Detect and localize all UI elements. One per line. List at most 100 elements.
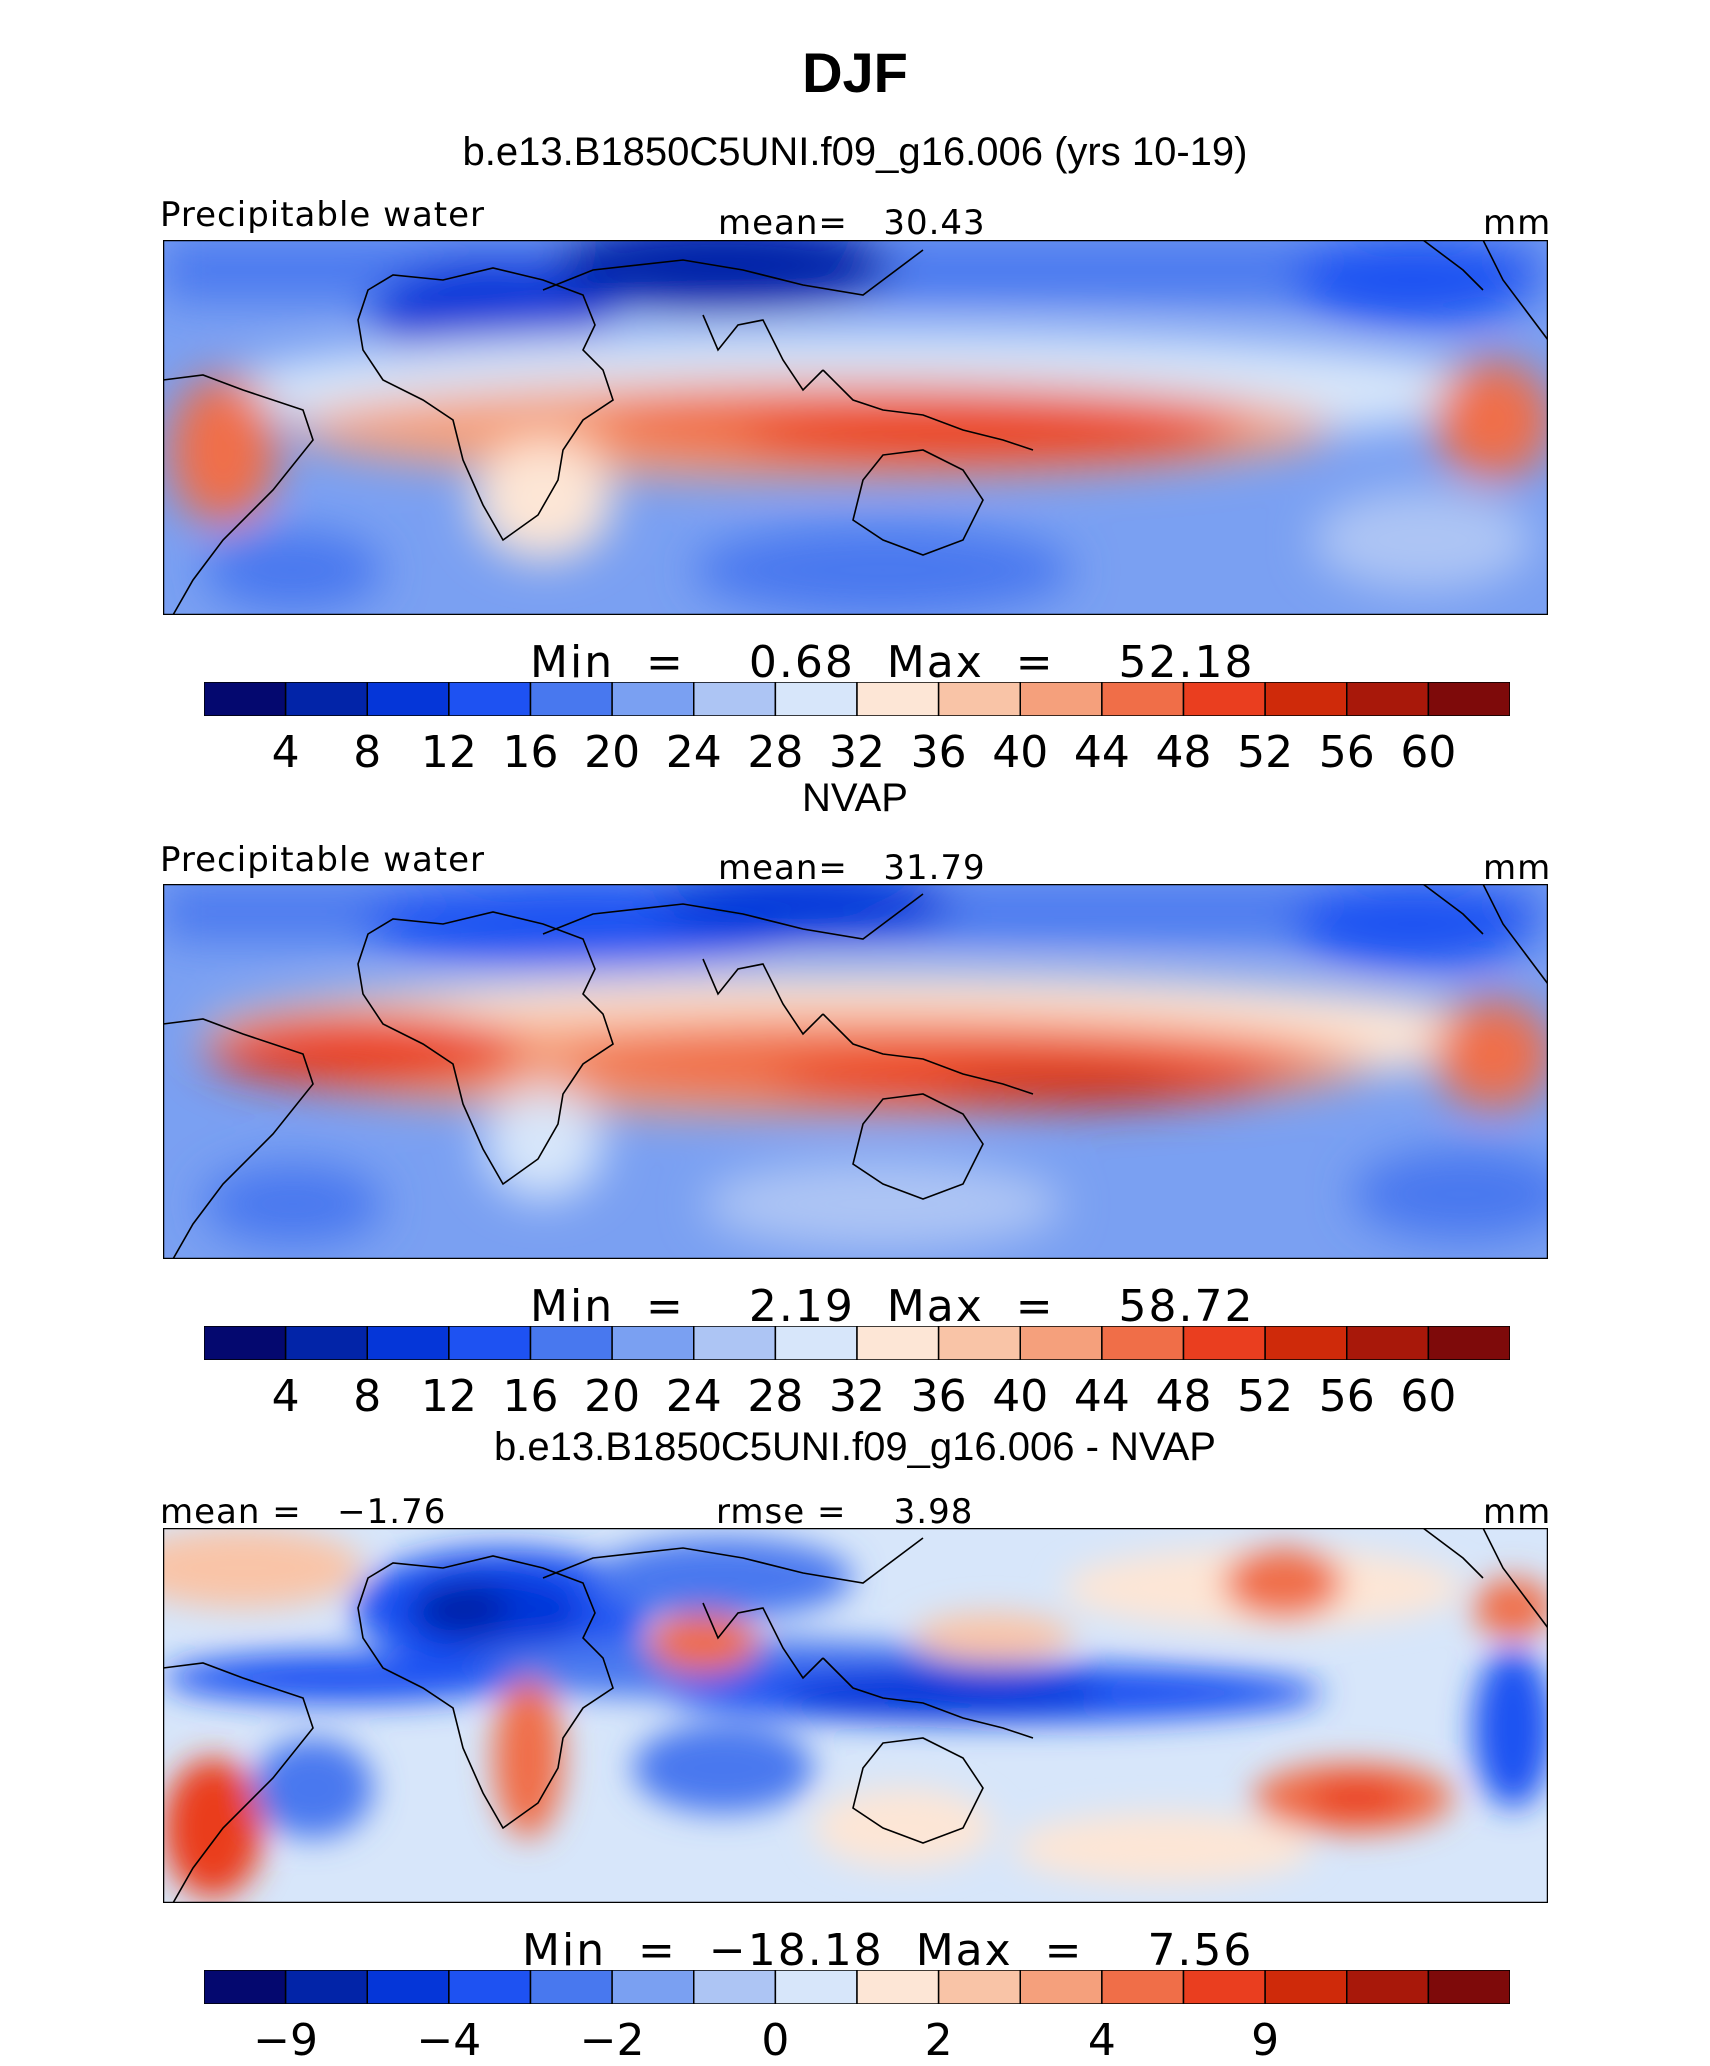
colorbar-tick-label: 32 bbox=[829, 1371, 885, 1422]
panel2-minmax-label: Min = 2.19 Max = 58.72 bbox=[530, 1281, 1255, 1332]
colorbar-tick-label: 44 bbox=[1073, 727, 1130, 778]
colorbar-segment bbox=[856, 1970, 940, 2004]
colorbar-segment bbox=[1182, 682, 1266, 716]
colorbar-segment bbox=[529, 1970, 613, 2004]
colorbar-tick-label: 12 bbox=[420, 1371, 477, 1422]
colorbar-segment bbox=[1346, 682, 1430, 716]
panel2-map-frame bbox=[163, 884, 1548, 1259]
panel2-colorbar bbox=[204, 1326, 1510, 1360]
panel3-coastlines bbox=[163, 1528, 1548, 1903]
colorbar-segment bbox=[1101, 682, 1185, 716]
colorbar-segment bbox=[1019, 1970, 1103, 2004]
colorbar-tick-label: 20 bbox=[584, 727, 641, 778]
colorbar-tick-label: 2 bbox=[924, 2015, 953, 2066]
colorbar-tick-label: 60 bbox=[1400, 1371, 1457, 1422]
colorbar-tick-label: 4 bbox=[271, 727, 300, 778]
panel1-map bbox=[163, 240, 1548, 615]
colorbar-segment bbox=[366, 682, 450, 716]
colorbar-segment bbox=[1427, 682, 1510, 716]
colorbar-segment bbox=[1182, 1970, 1266, 2004]
colorbar-tick-label: 16 bbox=[502, 727, 559, 778]
colorbar-tick-label: 20 bbox=[584, 1371, 641, 1422]
colorbar-segment bbox=[1101, 1326, 1185, 1360]
colorbar-tick-label: 12 bbox=[420, 727, 477, 778]
colorbar-segment bbox=[774, 682, 858, 716]
colorbar-segment bbox=[204, 1326, 287, 1360]
colorbar-segment bbox=[1182, 1326, 1266, 1360]
colorbar-tick-label: 16 bbox=[502, 1371, 559, 1422]
colorbar-segment bbox=[448, 1326, 532, 1360]
colorbar-tick-label: 56 bbox=[1318, 1371, 1375, 1422]
colorbar-tick-label: 24 bbox=[665, 727, 722, 778]
colorbar-segment bbox=[774, 1326, 858, 1360]
panel3-map bbox=[163, 1528, 1548, 1903]
panel2-variable-label: Precipitable water bbox=[160, 840, 486, 880]
colorbar-tick-label: 8 bbox=[353, 1371, 382, 1422]
colorbar-segment bbox=[1264, 1970, 1348, 2004]
colorbar-segment bbox=[284, 1326, 368, 1360]
colorbar-tick-label: 8 bbox=[353, 727, 382, 778]
colorbar-segment bbox=[448, 682, 532, 716]
colorbar-tick-label: 9 bbox=[1251, 2015, 1280, 2066]
colorbar-segment bbox=[1264, 1326, 1348, 1360]
colorbar-segment bbox=[1101, 1970, 1185, 2004]
panel1-variable-label: Precipitable water bbox=[160, 195, 486, 235]
colorbar-segment bbox=[284, 682, 368, 716]
colorbar-tick-label: 60 bbox=[1400, 727, 1457, 778]
colorbar-tick-label: 36 bbox=[910, 727, 967, 778]
panel2-units-label: mm bbox=[1483, 848, 1552, 888]
panel3-minmax-label: Min = −18.18 Max = 7.56 bbox=[522, 1925, 1254, 1976]
panel2-title: NVAP bbox=[802, 776, 908, 820]
colorbar-segment bbox=[937, 1970, 1021, 2004]
colorbar-tick-label: 56 bbox=[1318, 727, 1375, 778]
colorbar-segment bbox=[693, 682, 777, 716]
panel3-title: b.e13.B1850C5UNI.f09_g16.006 - NVAP bbox=[494, 1425, 1216, 1469]
colorbar-tick-label: 24 bbox=[665, 1371, 722, 1422]
colorbar-segment bbox=[1264, 682, 1348, 716]
colorbar-tick-label: 40 bbox=[992, 727, 1049, 778]
colorbar-segment bbox=[204, 1970, 287, 2004]
panel1-minmax-label: Min = 0.68 Max = 52.18 bbox=[530, 637, 1255, 688]
panel1-title: b.e13.B1850C5UNI.f09_g16.006 (yrs 10-19) bbox=[462, 130, 1248, 174]
colorbar-segment bbox=[529, 1326, 613, 1360]
panel1-units-label: mm bbox=[1483, 203, 1552, 243]
colorbar-segment bbox=[693, 1970, 777, 2004]
colorbar-tick-label: 4 bbox=[271, 1371, 300, 1422]
colorbar-segment bbox=[937, 1326, 1021, 1360]
panel1-map-frame bbox=[163, 240, 1548, 615]
colorbar-segment bbox=[1346, 1326, 1430, 1360]
colorbar-segment bbox=[1427, 1326, 1510, 1360]
colorbar-segment bbox=[611, 1970, 695, 2004]
colorbar-tick-label: 28 bbox=[747, 1371, 804, 1422]
panel2-mean-label: mean= 31.79 bbox=[718, 848, 986, 888]
colorbar-tick-label: 28 bbox=[747, 727, 804, 778]
panel2-coastlines bbox=[163, 884, 1548, 1259]
colorbar-segment bbox=[1019, 682, 1103, 716]
panel3-colorbar bbox=[204, 1970, 1510, 2004]
colorbar-tick-label: 44 bbox=[1073, 1371, 1130, 1422]
colorbar-segment bbox=[856, 1326, 940, 1360]
colorbar-segment bbox=[1346, 1970, 1430, 2004]
panel3-map-frame bbox=[163, 1528, 1548, 1903]
colorbar-tick-label: −2 bbox=[579, 2015, 645, 2066]
panel3-mean-label: mean = −1.76 bbox=[160, 1492, 447, 1532]
colorbar-tick-label: −9 bbox=[253, 2015, 319, 2066]
colorbar-tick-label: 48 bbox=[1155, 727, 1212, 778]
colorbar-segment bbox=[1427, 1970, 1510, 2004]
colorbar-segment bbox=[204, 682, 287, 716]
colorbar-tick-label: 52 bbox=[1237, 727, 1294, 778]
panel3-rmse-label: rmse = 3.98 bbox=[716, 1492, 974, 1532]
panel1-coastlines bbox=[163, 240, 1548, 615]
main-title: DJF bbox=[802, 41, 908, 104]
colorbar-tick-label: −4 bbox=[416, 2015, 482, 2066]
colorbar-segment bbox=[1019, 1326, 1103, 1360]
colorbar-segment bbox=[448, 1970, 532, 2004]
colorbar-tick-label: 32 bbox=[829, 727, 885, 778]
colorbar-tick-label: 0 bbox=[761, 2015, 790, 2066]
colorbar-tick-label: 48 bbox=[1155, 1371, 1212, 1422]
colorbar-tick-label: 4 bbox=[1087, 2015, 1116, 2066]
colorbar-segment bbox=[611, 1326, 695, 1360]
colorbar-segment bbox=[937, 682, 1021, 716]
colorbar-tick-label: 40 bbox=[992, 1371, 1049, 1422]
